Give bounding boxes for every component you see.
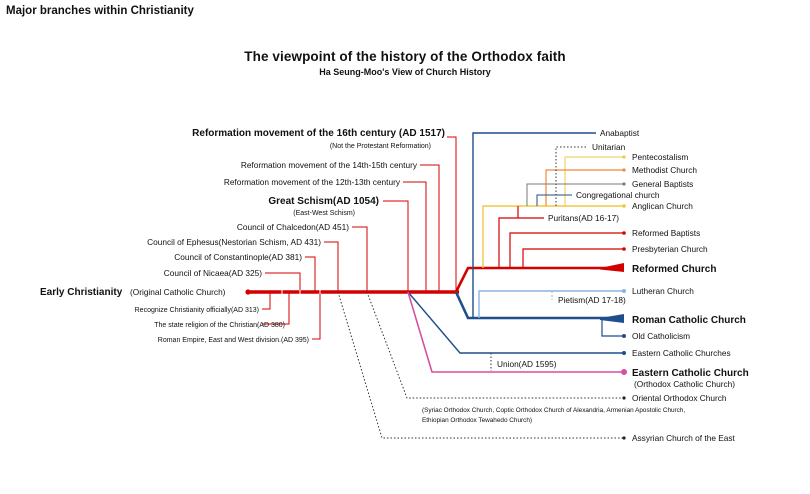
node-general-baptists [622,182,626,186]
label-recognize: Recognize Christianity officially(AD 313… [135,307,259,314]
line-oriental [366,291,624,399]
label-nicaea: Council of Nicaea(AD 325) [164,268,262,278]
branch-lines [337,132,624,439]
label-anabaptist: Anabaptist [600,128,640,138]
connector-nicaea [265,272,301,292]
label-early-christianity: Early Christianity [40,287,123,298]
label-reformation-16: Reformation movement of the 16th century… [192,128,445,139]
line-methodist [545,169,624,206]
label-roman-catholic: Roman Catholic Church [632,315,746,326]
label-eastern-catholic: Eastern Catholic Churches [632,348,731,358]
node-eastern-catholic [622,351,626,355]
node-presbyterian [622,247,626,251]
trunk-ticks [281,290,321,294]
connector-reformation-14 [420,164,440,292]
node-eastern-orthodox [621,369,627,375]
line-reformed [454,266,610,293]
label-eastern-orthodox: Eastern Catholic Church [632,368,749,379]
connector-reformation-12 [403,181,427,292]
line-anglican [482,205,624,268]
label-reformation-14: Reformation movement of the 14th-15th ce… [241,160,418,170]
early-christianity-node [245,289,251,295]
label-reformed: Reformed Church [632,264,716,275]
connector-reformation-16 [447,136,457,292]
line-eastern-orthodox [407,291,624,373]
label-lutheran: Lutheran Church [632,286,694,296]
connector-chalcedon [352,226,368,292]
label-assyrian: Assyrian Church of the East [632,433,736,443]
node-pentecostalism [622,155,626,159]
wedge-reformed [600,263,624,272]
line-presbyterian [522,248,624,268]
node-lutheran [622,289,626,293]
branch-labels: Anabaptist Unitarian Pentecostalism Meth… [422,128,749,443]
node-anglican [622,204,626,208]
line-eastern-catholic [407,291,624,354]
line-lutheran [478,290,624,318]
label-union: Union(AD 1595) [497,359,557,369]
label-chalcedon: Council of Chalcedon(AD 451) [237,222,349,232]
label-oriental: Oriental Orthodox Church [632,393,727,403]
connector-recognize [262,292,271,310]
label-great-schism-note: (East-West Schism) [293,210,355,217]
label-constantinople: Council of Constantinople(AD 381) [174,252,302,262]
node-old-catholicism [622,334,626,338]
label-state-religion: The state religion of the Christian(AD 3… [154,322,285,329]
label-general-baptists: General Baptists [632,179,693,189]
label-pietism: Pietism(AD 17-18) [558,295,626,305]
label-old-catholicism: Old Catholicism [632,331,690,341]
line-puritans [498,217,544,268]
label-great-schism: Great Schism(AD 1054) [268,196,379,207]
label-reformed-baptists: Reformed Baptists [632,228,700,238]
connector-ephesus [324,241,339,292]
wedge-roman-catholic [600,314,624,323]
label-puritans: Puritans(AD 16-17) [548,213,619,223]
line-old-catholicism [601,318,624,337]
label-eastern-orthodox-note: (Orthodox Catholic Church) [634,379,735,389]
label-presbyterian: Presbyterian Church [632,244,708,254]
label-anglican: Anglican Church [632,201,693,211]
page-title: Major branches within Christianity [6,5,194,17]
label-reformation-16-note: (Not the Protestant Reformation) [330,143,431,150]
node-oriental [622,396,626,400]
connector-constantinople [305,256,316,292]
diagram-title: The viewpoint of the history of the Orth… [244,49,566,64]
node-methodist [622,168,626,172]
connector-empire-division [312,292,321,340]
connector-state-religion [262,292,290,325]
label-empire-division: Roman Empire, East and West division.(AD… [158,337,309,344]
diagram-subtitle: Ha Seung-Moo's View of Church History [319,67,491,77]
line-pentecostalism [564,156,624,206]
line-roman-catholic [454,291,610,320]
label-oriental-note-1: (Syriac Orthodox Church, Coptic Orthodox… [422,407,685,414]
label-methodist: Methodist Church [632,165,697,175]
label-congregational: Congregational church [576,190,660,200]
line-reformed-baptists [509,232,624,268]
event-connectors [262,136,457,340]
branch-nodes [621,155,627,440]
label-reformation-12: Reformation movement of the 12th-13th ce… [224,177,401,187]
label-early-note: (Original Catholic Church) [130,287,226,297]
event-labels: Early Christianity (Original Catholic Ch… [40,128,445,344]
label-ephesus: Council of Ephesus(Nestorian Schism, AD … [147,237,321,247]
label-pentecostalism: Pentecostalism [632,152,688,162]
node-assyrian [622,436,626,440]
node-reformed-baptists [622,231,626,235]
connector-great-schism [383,200,409,292]
label-oriental-note-2: Ethiopian Orthodox Tewahedo Church) [422,417,532,424]
label-unitarian: Unitarian [592,142,626,152]
line-congregational [536,194,572,206]
line-anabaptist [472,132,596,318]
line-general-baptists [526,183,624,206]
